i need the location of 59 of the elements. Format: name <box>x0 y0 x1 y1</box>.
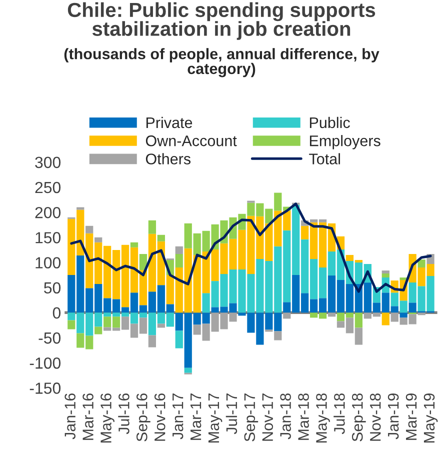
bar <box>400 312 408 318</box>
bar <box>148 220 156 234</box>
y-tick-label: -150 <box>30 382 61 394</box>
x-tick-label: Sep-16 <box>136 393 150 442</box>
legend-label: Private <box>146 116 192 128</box>
x-tick-label: Nov-16 <box>154 393 166 441</box>
y-tick-label: 150 <box>36 232 61 244</box>
legend-label: Total <box>309 153 340 164</box>
x-tick-label: Jul-18 <box>334 393 345 434</box>
bar <box>382 270 390 274</box>
bar <box>148 335 156 348</box>
x-tick-label: Sep-18 <box>352 393 366 442</box>
bar <box>130 242 138 248</box>
bar <box>175 330 183 348</box>
legend-label: Own-Account <box>146 135 237 146</box>
x-tick-label: May-16 <box>100 393 114 442</box>
x-tick-label: Sep-17 <box>244 394 258 442</box>
x-tick-label: Jan-16 <box>64 393 76 440</box>
x-tick-label: Nov-17 <box>262 394 274 441</box>
x-tick-label: Mar-19 <box>406 394 417 440</box>
legend-label: Public <box>310 116 350 128</box>
x-tick-label: Mar-18 <box>298 393 309 440</box>
x-tick-label: Jan-18 <box>280 393 291 440</box>
bar <box>418 259 426 268</box>
legend-label: Employers <box>310 135 380 150</box>
legend-label: Others <box>146 153 191 164</box>
y-tick-label: 0 <box>52 307 61 319</box>
bar <box>94 237 102 242</box>
x-tick-label: Mar-16 <box>82 393 94 440</box>
y-tick-label: 300 <box>35 156 61 168</box>
x-tick-label: May-17 <box>208 394 222 442</box>
bar <box>157 234 165 242</box>
bar <box>86 226 94 234</box>
y-tick-label: 200 <box>35 206 61 218</box>
x-tick-label: May-18 <box>316 393 330 442</box>
x-tick-label: Jan-17 <box>172 394 184 440</box>
bar <box>382 274 390 278</box>
bar <box>175 246 183 254</box>
bar <box>382 312 390 326</box>
chart-subtitle: (thousands of people, annual difference, by category) <box>64 48 380 78</box>
y-tick-label: 250 <box>35 182 61 194</box>
bar <box>283 312 291 319</box>
x-tick-label: Mar-17 <box>190 394 202 440</box>
chart-title: Chile: Public spending supports stabilization in job creation <box>68 2 376 40</box>
x-tick-label: Jan-19 <box>388 394 399 440</box>
bar <box>184 368 192 373</box>
x-tick-label: May-19 <box>424 394 438 442</box>
y-tick-label: 100 <box>36 257 61 268</box>
x-tick-label: Jul-17 <box>226 394 238 434</box>
bar <box>157 324 165 328</box>
y-tick-label: -100 <box>30 357 61 369</box>
x-tick-label: Jul-16 <box>118 393 130 434</box>
line-series <box>70 202 432 293</box>
y-tick-label: -50 <box>38 332 61 344</box>
y-tick-label: 50 <box>44 282 61 294</box>
bar <box>76 207 84 210</box>
bar <box>328 312 336 317</box>
bar <box>68 320 76 330</box>
x-tick-label: Nov-18 <box>370 393 381 441</box>
